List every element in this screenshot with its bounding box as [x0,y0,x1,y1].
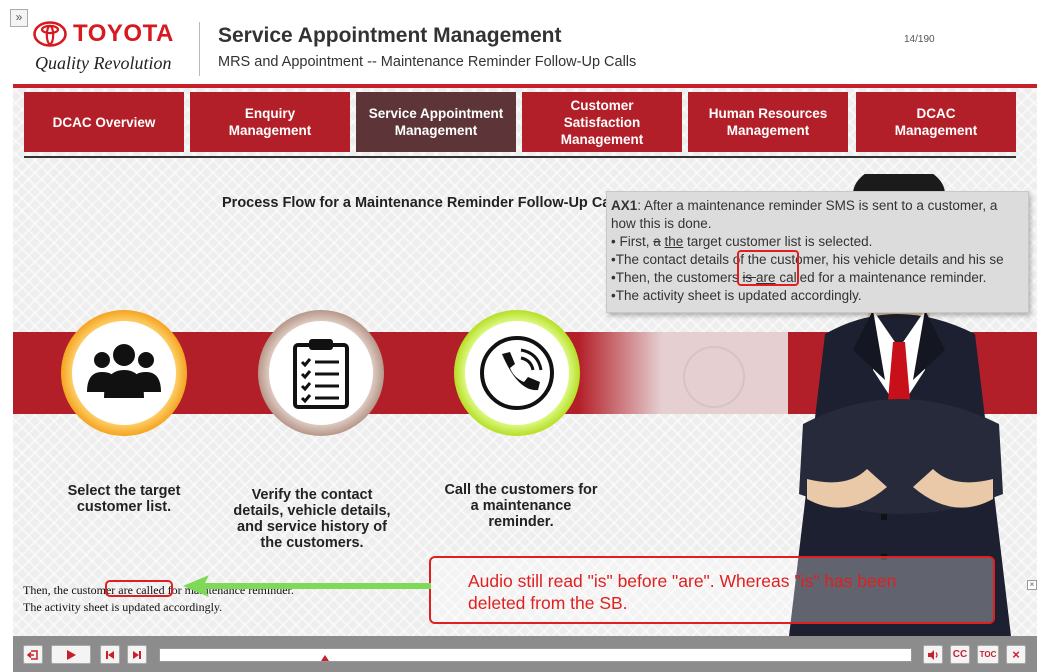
exit-button[interactable] [23,645,43,664]
playhead-marker[interactable] [321,655,330,661]
annotation-callout: Audio still read "is" before "are". Wher… [429,556,995,624]
tab-enquiry-management[interactable]: Enquiry Management [190,92,350,152]
close-transcript-icon[interactable]: × [1027,580,1037,590]
header-rule [13,84,1037,88]
presenter-figure [789,174,1011,636]
module-nav: DCAC Overview Enquiry Management Service… [24,92,1016,152]
tab-customer-satisfaction-management[interactable]: Customer Satisfaction Management [522,92,682,152]
comment-line-1: : After a maintenance reminder SMS is se… [637,198,998,213]
comment-tag: AX1 [611,198,638,213]
page-title: Service Appointment Management [218,24,562,47]
step-2-label: Verify the contact details, vehicle deta… [233,487,391,551]
annotation-arrow-icon [183,575,431,597]
comment-line-3a: • First, [611,234,654,249]
highlight-box [737,250,799,286]
step-3-label: Call the customers for a maintenance rem… [444,482,598,530]
player-bar: CC TOC × [13,636,1037,672]
header-divider [199,22,200,76]
page-subtitle: MRS and Appointment -- Maintenance Remin… [218,54,637,70]
step-1-badge [61,310,187,436]
skip-forward-icon [133,650,141,659]
comment-inserted-text: the [664,234,684,249]
toyota-emblem-icon [33,21,67,47]
previous-button[interactable] [100,645,120,664]
comment-line-5a: •Then, the customers [611,270,743,285]
speaker-icon [928,649,938,660]
clipboard-checklist-icon [293,339,349,409]
skip-back-icon [106,650,114,659]
brand-tagline: Quality Revolution [35,53,172,73]
comment-deleted-text: a [653,234,661,249]
page-counter: 14/190 [904,34,935,45]
people-group-icon [87,344,161,398]
phone-call-icon [480,336,554,410]
tab-dcac-management[interactable]: DCAC Management [856,92,1016,152]
flow-title: Process Flow for a Maintenance Reminder … [222,195,627,211]
comment-deleted-text-2: is [742,270,757,285]
review-comment[interactable]: AX1: After a maintenance reminder SMS is… [606,191,1029,313]
comment-line-4: •The contact details of the customer, hi… [611,252,1004,267]
toyota-logo: TOYOTA Quality Revolution [33,20,183,76]
step-3-badge [454,310,580,436]
nav-divider [24,156,1016,158]
slide-stage: DCAC Overview Enquiry Management Service… [13,88,1037,636]
exit-icon [27,649,38,660]
toc-button[interactable]: TOC [977,645,999,664]
transcript-highlight-box [105,580,173,597]
collapse-panel-button[interactable]: » [10,9,28,27]
progress-bar[interactable] [159,648,912,662]
tab-human-resources-management[interactable]: Human Resources Management [688,92,848,152]
comment-line-2: how this is done. [611,216,712,231]
comment-line-5b: called for a maintenance reminder. [775,270,987,285]
next-button[interactable] [127,645,147,664]
faded-step-icon [683,346,745,408]
step-2-badge [258,310,384,436]
captions-button[interactable]: CC [950,645,970,664]
play-icon [67,649,76,660]
volume-button[interactable] [923,645,943,664]
transcript-line-2: The activity sheet is updated accordingl… [23,600,223,614]
tab-dcac-overview[interactable]: DCAC Overview [24,92,184,152]
step-1-label: Select the target customer list. [67,483,181,515]
comment-line-3b: target customer list is selected. [683,234,873,249]
comment-inserted-text-2: are [756,270,776,285]
close-button[interactable]: × [1006,645,1026,664]
comment-line-6: •The activity sheet is updated according… [611,288,862,303]
brand-name: TOYOTA [73,20,174,47]
tab-service-appointment-management[interactable]: Service Appointment Management [356,92,516,152]
play-button[interactable] [51,645,91,664]
